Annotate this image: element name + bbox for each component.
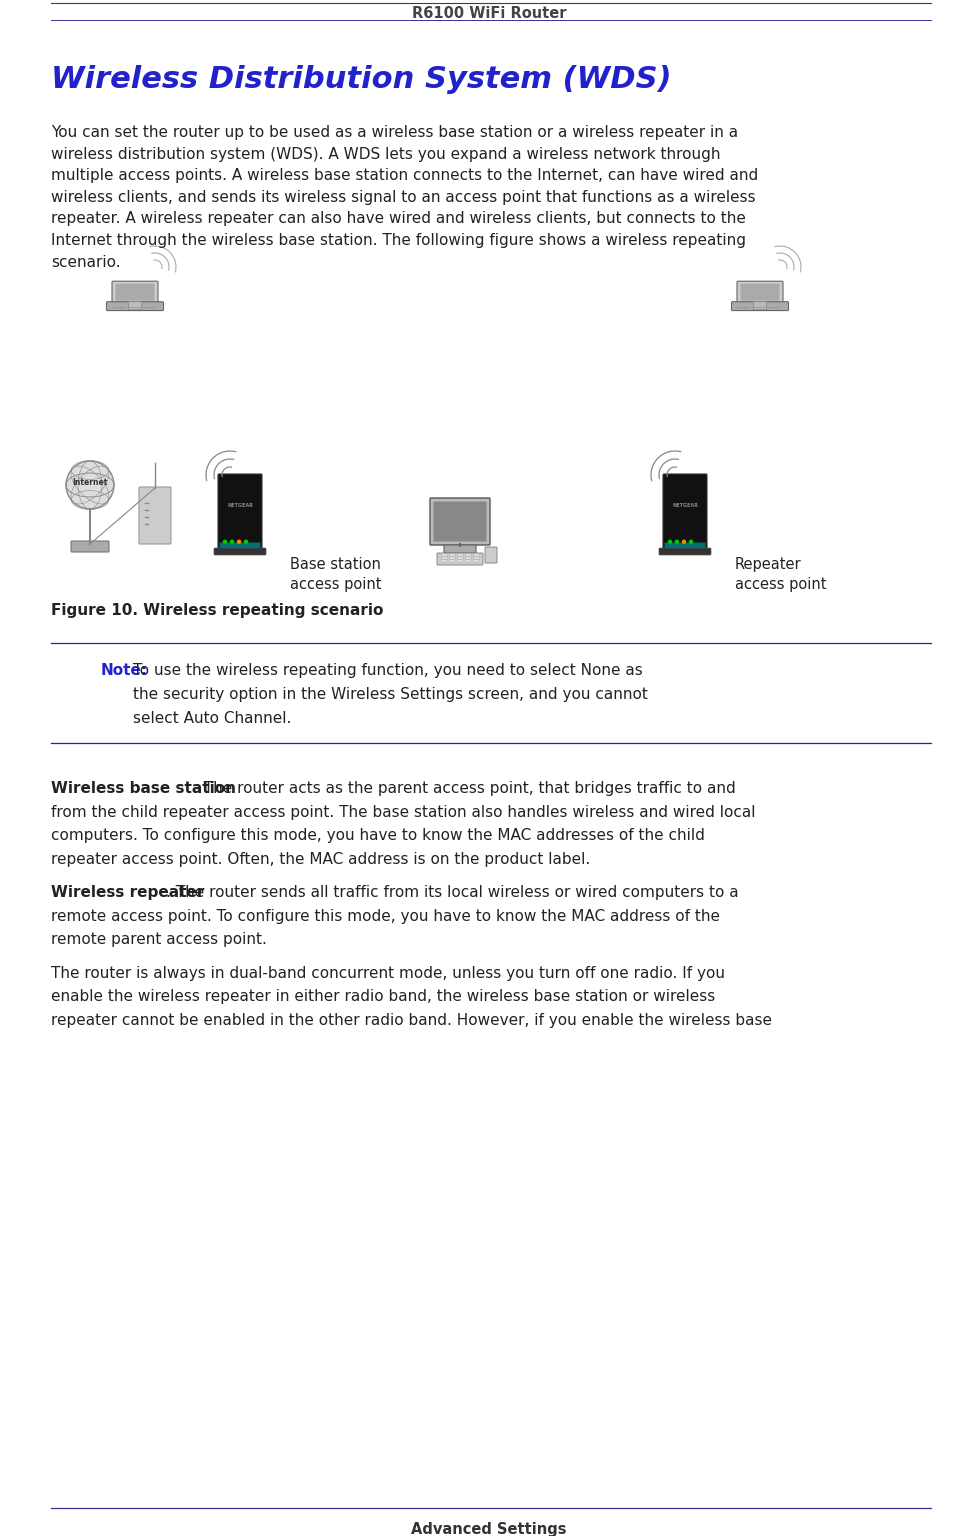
FancyBboxPatch shape bbox=[457, 558, 463, 559]
Text: NETGEAR: NETGEAR bbox=[227, 502, 253, 507]
FancyBboxPatch shape bbox=[442, 559, 446, 562]
FancyBboxPatch shape bbox=[485, 547, 496, 564]
Text: Wireless Distribution System (WDS): Wireless Distribution System (WDS) bbox=[51, 65, 671, 94]
FancyBboxPatch shape bbox=[662, 475, 706, 551]
Circle shape bbox=[231, 541, 234, 544]
Text: from the child repeater access point. The base station also handles wireless and: from the child repeater access point. Th… bbox=[51, 805, 754, 820]
FancyBboxPatch shape bbox=[218, 475, 262, 551]
Text: Wireless base station: Wireless base station bbox=[51, 780, 235, 796]
Circle shape bbox=[668, 541, 671, 544]
FancyBboxPatch shape bbox=[457, 559, 463, 562]
FancyBboxPatch shape bbox=[658, 548, 710, 554]
Text: You can set the router up to be used as a wireless base station or a wireless re: You can set the router up to be used as … bbox=[51, 124, 757, 270]
Text: enable the wireless repeater in either radio band, the wireless base station or : enable the wireless repeater in either r… bbox=[51, 989, 714, 1005]
Text: Base station
access point: Base station access point bbox=[290, 558, 381, 591]
FancyBboxPatch shape bbox=[473, 554, 479, 556]
Text: . The router sends all traffic from its local wireless or wired computers to a: . The router sends all traffic from its … bbox=[166, 885, 739, 900]
Text: Figure 10. Wireless repeating scenario: Figure 10. Wireless repeating scenario bbox=[51, 604, 383, 617]
FancyBboxPatch shape bbox=[465, 558, 471, 559]
FancyBboxPatch shape bbox=[106, 301, 163, 310]
Text: repeater cannot be enabled in the other radio band. However, if you enable the w: repeater cannot be enabled in the other … bbox=[51, 1012, 771, 1028]
FancyBboxPatch shape bbox=[115, 284, 154, 301]
Text: repeater access point. Often, the MAC address is on the product label.: repeater access point. Often, the MAC ad… bbox=[51, 851, 589, 866]
Text: R6100 WiFi Router: R6100 WiFi Router bbox=[411, 6, 566, 20]
Text: the security option in the Wireless Settings screen, and you cannot: the security option in the Wireless Sett… bbox=[133, 687, 647, 702]
Text: remote parent access point.: remote parent access point. bbox=[51, 932, 267, 948]
Text: Note:: Note: bbox=[101, 664, 148, 677]
FancyBboxPatch shape bbox=[752, 301, 766, 310]
Circle shape bbox=[682, 541, 685, 544]
Text: remote access point. To configure this mode, you have to know the MAC address of: remote access point. To configure this m… bbox=[51, 908, 719, 923]
FancyBboxPatch shape bbox=[731, 301, 787, 310]
FancyBboxPatch shape bbox=[663, 542, 704, 550]
Circle shape bbox=[675, 541, 678, 544]
FancyBboxPatch shape bbox=[214, 548, 266, 554]
Text: Wireless repeater: Wireless repeater bbox=[51, 885, 204, 900]
Text: To use the wireless repeating function, you need to select None as: To use the wireless repeating function, … bbox=[133, 664, 642, 677]
Text: Internet: Internet bbox=[72, 478, 107, 487]
Text: computers. To configure this mode, you have to know the MAC addresses of the chi: computers. To configure this mode, you h… bbox=[51, 828, 704, 843]
FancyBboxPatch shape bbox=[437, 553, 483, 565]
FancyBboxPatch shape bbox=[444, 545, 476, 553]
Text: Repeater
access point: Repeater access point bbox=[735, 558, 826, 591]
FancyBboxPatch shape bbox=[449, 558, 454, 559]
FancyBboxPatch shape bbox=[442, 558, 446, 559]
Text: select Auto Channel.: select Auto Channel. bbox=[133, 711, 291, 727]
FancyBboxPatch shape bbox=[71, 541, 108, 551]
Text: The router is always in dual-band concurrent mode, unless you turn off one radio: The router is always in dual-band concur… bbox=[51, 966, 724, 980]
Circle shape bbox=[244, 541, 247, 544]
FancyBboxPatch shape bbox=[473, 558, 479, 559]
FancyBboxPatch shape bbox=[473, 559, 479, 562]
Circle shape bbox=[689, 541, 692, 544]
FancyBboxPatch shape bbox=[128, 301, 142, 310]
FancyBboxPatch shape bbox=[219, 542, 260, 550]
FancyBboxPatch shape bbox=[465, 554, 471, 556]
Circle shape bbox=[237, 541, 240, 544]
Text: NETGEAR: NETGEAR bbox=[671, 502, 698, 507]
FancyBboxPatch shape bbox=[442, 554, 446, 556]
FancyBboxPatch shape bbox=[457, 554, 463, 556]
FancyBboxPatch shape bbox=[449, 554, 454, 556]
Circle shape bbox=[224, 541, 227, 544]
FancyBboxPatch shape bbox=[449, 559, 454, 562]
FancyBboxPatch shape bbox=[433, 501, 486, 542]
FancyBboxPatch shape bbox=[430, 498, 489, 545]
FancyBboxPatch shape bbox=[112, 281, 158, 304]
Text: . The router acts as the parent access point, that bridges traffic to and: . The router acts as the parent access p… bbox=[193, 780, 735, 796]
FancyBboxPatch shape bbox=[139, 487, 171, 544]
FancyBboxPatch shape bbox=[465, 559, 471, 562]
Text: Advanced Settings: Advanced Settings bbox=[411, 1522, 566, 1536]
FancyBboxPatch shape bbox=[737, 281, 783, 304]
FancyBboxPatch shape bbox=[740, 284, 779, 301]
Circle shape bbox=[65, 461, 114, 508]
